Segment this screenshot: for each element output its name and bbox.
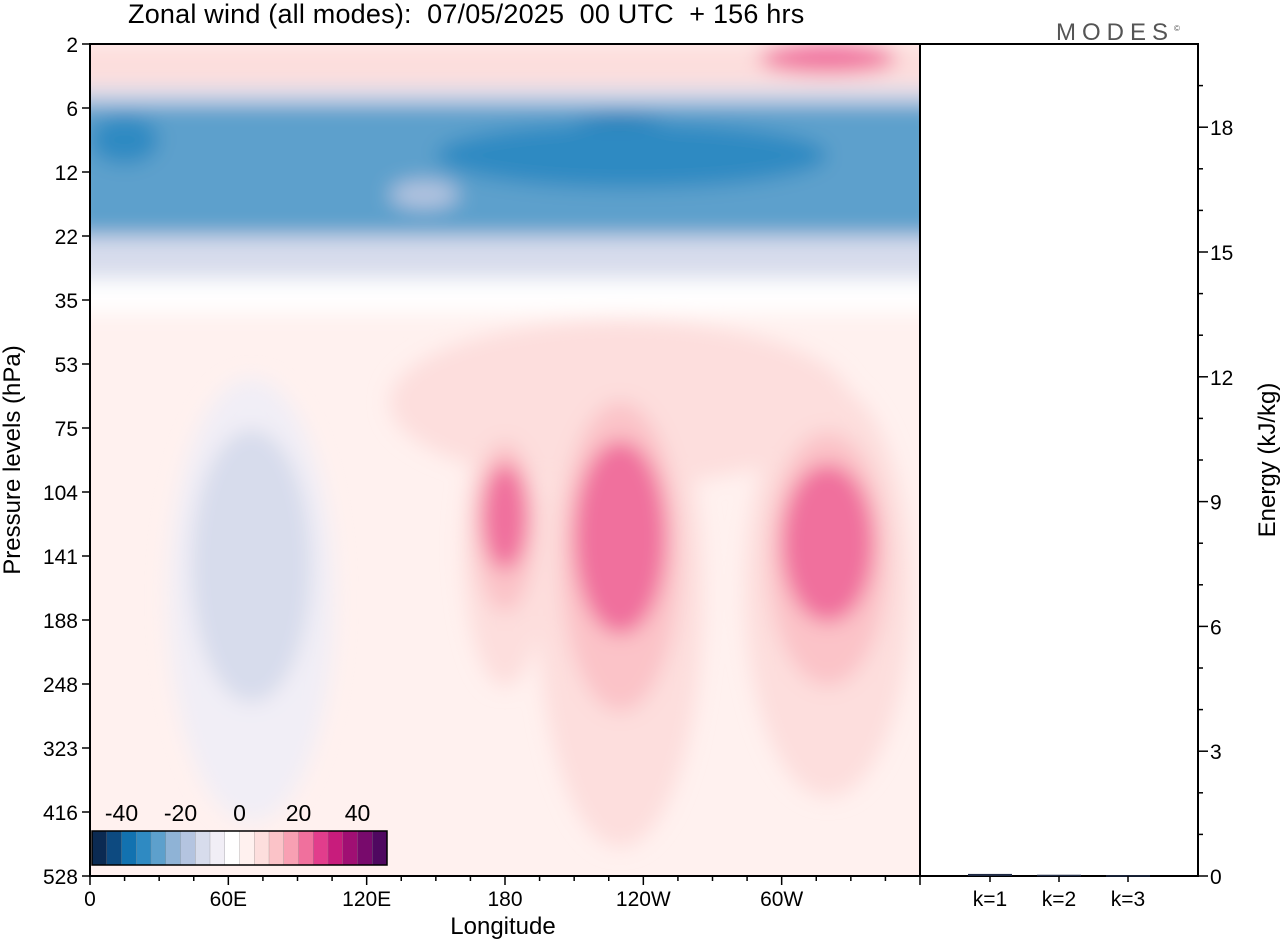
energy-bar [1037,874,1081,877]
colorbar-swatch [180,830,196,866]
x-tick-label: 60W [760,888,803,911]
energy-category-label: k=2 [1042,888,1076,911]
energy-panel-frame [919,43,1199,877]
colorbar-tick-label: -20 [164,800,197,826]
heatmap-detail [90,115,160,164]
colorbar-swatch [136,830,152,866]
heatmap-detail [758,44,897,74]
colorbar-swatch [150,830,167,866]
energy-bar [968,873,1012,876]
energy-tick-label: 9 [1210,492,1222,515]
heatmap-detail [389,180,459,209]
colorbar: -40 -20 0 20 40 [91,800,388,866]
colorbar-swatch [327,830,344,866]
brand-mark: © [1174,24,1180,33]
x-tick-label: 180 [487,888,522,911]
colorbar-swatch [254,830,270,866]
energy-bars: k=1 k=2 k=3 [968,873,1150,911]
colorbar-swatch [195,830,211,866]
heatmap-band [90,87,920,103]
colorbar-swatch [165,830,181,866]
energy-bar [1106,875,1150,877]
x-tick-label: 120E [342,888,391,911]
x-tick-label: 120W [616,888,671,911]
y-tick-label: 416 [43,802,78,825]
colorbar-swatch [209,830,226,866]
brand-name: MODES [1056,19,1175,46]
colorbar-swatch [372,830,388,866]
energy-axis: 0 3 6 9 12 15 18 [1198,84,1233,889]
chart-title: Zonal wind (all modes): 07/05/2025 00 UT… [128,0,805,29]
colorbar-swatch [357,830,373,866]
y-tick-label: 248 [43,674,78,697]
y-tick-label: 188 [43,610,78,633]
colorbar-tick-label: -40 [105,800,138,826]
y-tick-label: 2 [66,34,78,57]
x-tick-label: 0 [84,888,96,911]
energy-tick-label: 18 [1210,117,1233,140]
colorbar-tick-label: 40 [345,800,371,826]
colorbar-tick-label: 0 [233,800,246,826]
y-tick-label: 12 [55,162,78,185]
y-tick-label: 22 [55,226,78,249]
energy-category-label: k=1 [973,888,1007,911]
y-tick-label: 35 [55,290,78,313]
y-tick-label: 75 [55,418,78,441]
y-tick-label: 6 [66,98,78,121]
colorbar-swatch [224,830,240,866]
heatmap-cell-core [481,463,529,570]
colorbar-swatch [121,830,137,866]
colorbar-swatch [298,830,314,866]
energy-tick-label: 3 [1210,741,1222,764]
heatmap-cell-core [574,440,667,635]
colorbar-swatch [268,830,285,866]
y-tick-label: 53 [55,354,78,377]
colorbar-tick-label: 20 [286,800,312,826]
heatmap-cell-core [205,463,298,635]
y-tick-label: 104 [43,482,78,505]
colorbar-frame [91,830,388,866]
energy-tick-label: 15 [1210,242,1233,265]
y-tick-label: 323 [43,738,78,761]
energy-tick-label: 0 [1210,866,1222,889]
colorbar-swatch [239,830,255,866]
colorbar-swatch [91,830,108,866]
y-tick-label: 141 [43,546,78,569]
heatmap-cell-core [781,463,874,623]
heatmap-plot [90,44,920,876]
x-tick-label: 60E [210,888,247,911]
pressure-axis: 2 6 12 22 35 53 75 104 141 188 248 323 416 528 [43,34,90,889]
y-tick-label: 528 [43,866,78,889]
longitude-axis: 0 60E 120E 180 120W 60W [84,876,921,911]
modes-logo: MODES© [1056,19,1180,47]
colorbar-swatch [313,830,329,866]
energy-axis-label: Energy (kJ/kg) [1254,383,1280,538]
energy-tick-label: 12 [1210,367,1233,390]
energy-category-label: k=3 [1111,888,1145,911]
colorbar-swatch [106,830,122,866]
colorbar-swatch [283,830,299,866]
heatmap-detail [435,122,828,189]
x-axis-label: Longitude [450,913,555,940]
heatmap-band [90,278,920,313]
y-axis-label: Pressure levels (hPa) [0,345,26,574]
heatmap-band [90,236,920,279]
energy-tick-label: 6 [1210,616,1222,639]
colorbar-swatch [342,830,358,866]
